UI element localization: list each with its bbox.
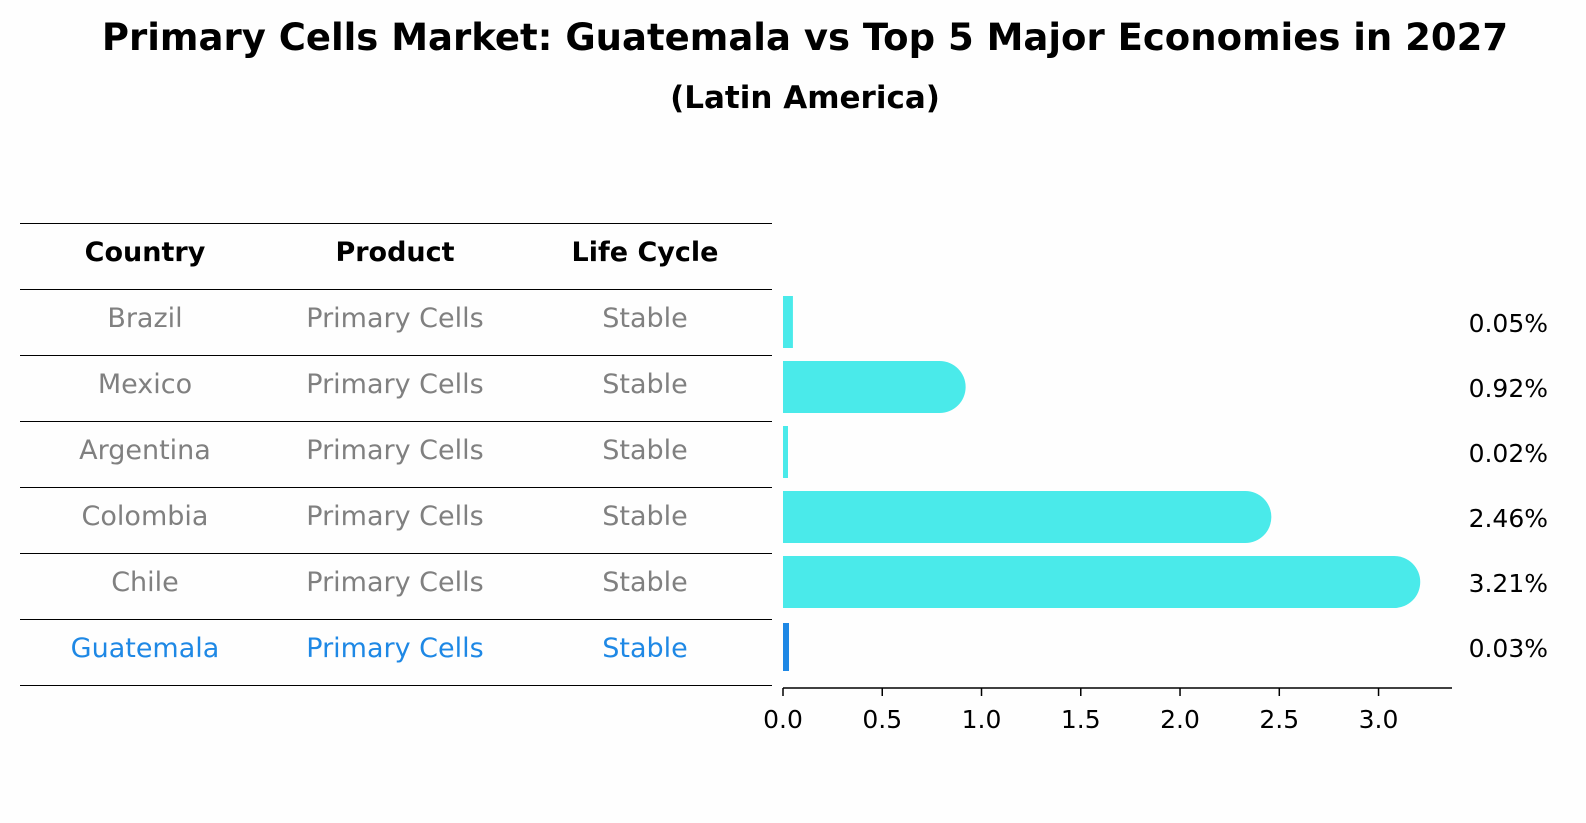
table-cell: Brazil [107,303,183,334]
data-label: 0.92% [1469,374,1548,403]
table-row-rule [20,487,772,488]
data-label: 3.21% [1469,569,1548,598]
x-tick-label: 1.5 [1061,705,1101,734]
data-label: 0.03% [1469,634,1548,663]
table-cell: Stable [602,369,688,400]
table-cell: Stable [602,633,688,664]
table-cell: Primary Cells [306,501,484,532]
table-cell: Primary Cells [306,435,484,466]
data-label: 0.02% [1469,439,1548,468]
x-tick-label: 0.0 [763,705,803,734]
table-row-rule [20,685,772,686]
table-cell: Primary Cells [306,567,484,598]
bar [783,491,1272,543]
x-tick-label: 0.5 [862,705,902,734]
bar-highlight [783,623,789,671]
table-cell: Mexico [97,369,193,400]
table-header-country: Country [84,237,206,268]
bar [783,361,966,413]
table-cell: Argentina [79,435,211,466]
data-label: 0.05% [1469,309,1548,338]
table-cell: Stable [602,303,688,334]
table-cell: Colombia [81,501,209,532]
data-label: 2.46% [1469,504,1548,533]
x-tick-label: 2.5 [1259,705,1299,734]
bar [783,296,793,348]
table-cell: Chile [111,567,179,598]
table-cell: Primary Cells [306,369,484,400]
table-cell: Primary Cells [306,303,484,334]
table-row-rule [20,355,772,356]
table-cell: Guatemala [70,633,220,664]
table-cell: Stable [602,567,688,598]
x-tick-label: 1.0 [962,705,1002,734]
table-row-rule [20,553,772,554]
table-row-rule [20,289,772,290]
table-cell: Stable [602,435,688,466]
table-top-rule [20,223,772,224]
table-row-rule [20,421,772,422]
x-tick-label: 3.0 [1359,705,1399,734]
bar [783,426,788,478]
table-header-product: Product [335,237,455,268]
chart-title: Primary Cells Market: Guatemala vs Top 5… [101,16,1509,59]
table-header-life-cycle: Life Cycle [571,237,719,268]
table-cell: Primary Cells [306,633,484,664]
table-row-rule [20,619,772,620]
table-cell: Stable [602,501,688,532]
x-tick-label: 2.0 [1160,705,1200,734]
bar [783,556,1421,608]
chart-subtitle: (Latin America) [670,80,940,116]
